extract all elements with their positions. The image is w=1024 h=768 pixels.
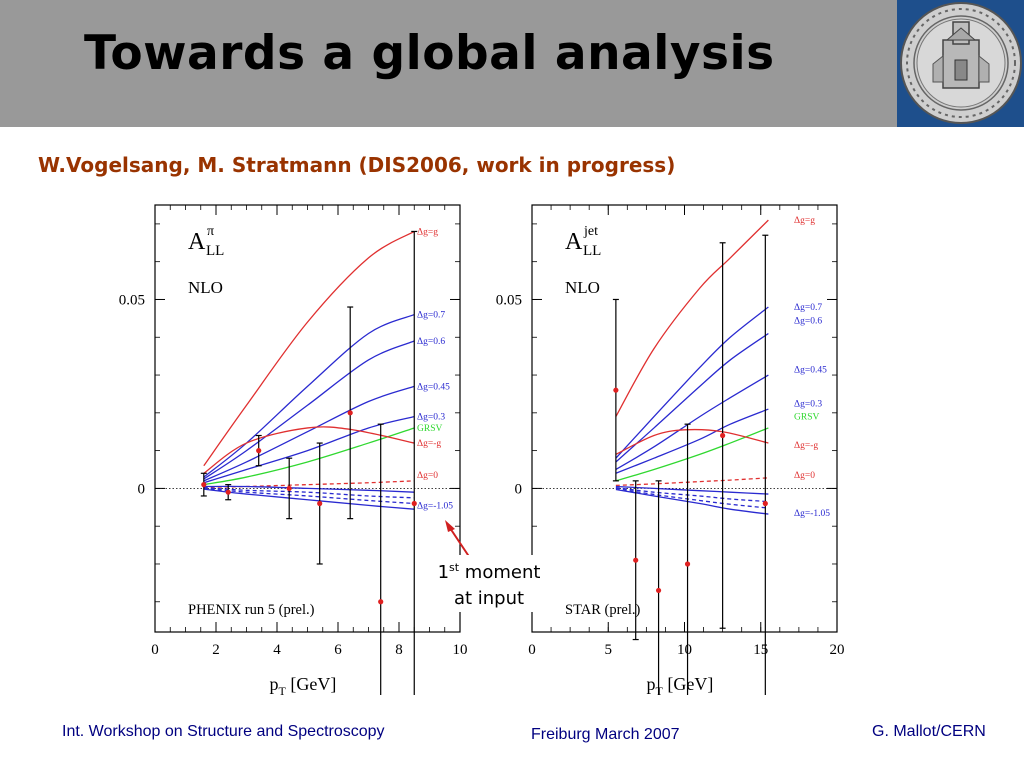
c0-series-line-1 (203, 313, 415, 478)
c1-series-line-5 (615, 427, 769, 482)
c1-series-line-9 (615, 487, 769, 503)
slide-title: Towards a global analysis (84, 26, 775, 81)
c0-data-point-5 (347, 410, 353, 416)
annotation-ordinal: st (449, 561, 460, 574)
c1-plot-frame (531, 204, 838, 633)
c1-observable-label: A (565, 229, 583, 255)
c0-series-label-8: Δg=-1.05 (417, 501, 453, 511)
c1-data-point-3 (684, 561, 691, 567)
c0-observable-sup: π (207, 224, 214, 239)
annotation-word: moment (459, 562, 541, 583)
c1-series-line-2 (615, 332, 769, 463)
c0-ytick-label-0: 0 (138, 481, 146, 497)
c0-series-line-11 (203, 488, 415, 510)
c0-data-point-4 (317, 500, 323, 507)
c1-series-label-7: Δg=0 (794, 471, 815, 481)
c1-series-line-1 (615, 306, 769, 459)
c1-xtick-label-2: 10 (677, 642, 692, 658)
c1-series-label-2: Δg=0.6 (794, 316, 822, 326)
c0-ytick-label-1: 0.05 (119, 292, 145, 308)
first-moment-annotation: 1st moment at input (424, 555, 554, 612)
c0-observable-label: A (188, 229, 206, 255)
c1-data-point-4 (720, 432, 726, 439)
c1-series-label-8: Δg=-1.05 (794, 509, 830, 519)
c1-xtick-label-0: 0 (528, 642, 536, 658)
c0-series-line-5 (203, 427, 415, 486)
c0-series-line-0 (203, 230, 415, 467)
c1-series-line-10 (615, 487, 769, 509)
phenix-pion-all-chart: 0 2 4 6 8 10 0 0.05 Δg=g Δg=0.7 Δg=0.6 Δg=0.45 Δg=0.… (119, 204, 468, 695)
footer-author: G. Mallot/CERN (872, 723, 986, 740)
c0-series-label-1: Δg=0.7 (417, 311, 445, 321)
c1-series-line-6 (615, 428, 769, 455)
c0-series-label-2: Δg=0.6 (417, 337, 445, 347)
c1-series-label-1: Δg=0.7 (794, 303, 822, 313)
c1-series-line-3 (615, 374, 769, 471)
c1-ytick-label-1: 0.05 (496, 292, 522, 308)
c1-data-point-5 (762, 500, 768, 507)
c0-observable-sub: LL (206, 243, 224, 259)
c1-series-line-7 (615, 477, 769, 487)
c0-data-point-2 (256, 448, 262, 454)
c1-series-line-4 (615, 408, 769, 474)
c0-data-point-6 (378, 599, 384, 605)
c0-xtick-label-5: 10 (453, 642, 468, 658)
c1-xtick-label-3: 15 (753, 642, 768, 658)
c0-series-label-4: Δg=0.3 (417, 413, 445, 423)
c0-order-label: NLO (188, 278, 223, 297)
c1-experiment-label: STAR (prel.) (565, 602, 641, 618)
c0-series-line-6 (203, 426, 415, 474)
title-bar (0, 0, 1024, 127)
c1-ytick-label-0: 0 (515, 481, 523, 497)
university-seal-icon (897, 0, 1024, 127)
c0-xtick-label-4: 8 (395, 642, 403, 658)
c1-series-line-0 (615, 219, 769, 417)
c1-series-label-3: Δg=0.45 (794, 365, 827, 375)
c1-series-line-8 (615, 485, 769, 495)
annotation-line2: at input (453, 588, 525, 609)
c0-data-point-7 (411, 500, 417, 507)
c0-series-label-0: Δg=g (417, 227, 438, 237)
c0-series-line-2 (203, 340, 415, 480)
c0-series-line-8 (203, 485, 415, 493)
c1-observable-sup: jet (583, 224, 598, 239)
c0-xtick-label-1: 2 (212, 642, 220, 658)
c0-series-label-7: Δg=0 (417, 471, 438, 481)
c0-xtick-label-0: 0 (151, 642, 159, 658)
c0-data-point-1 (225, 489, 231, 495)
subtitle: W.Vogelsang, M. Stratmann (DIS2006, work… (38, 153, 676, 177)
c1-series-label-4: Δg=0.3 (794, 399, 822, 409)
footer-date: Freiburg March 2007 (531, 726, 680, 743)
c1-observable-sub: LL (583, 243, 601, 259)
c1-data-point-1 (633, 557, 639, 563)
annotation-number: 1 (437, 562, 450, 583)
c1-x-axis-label: pT [GeV] (647, 674, 714, 695)
c1-order-label: NLO (565, 278, 600, 297)
c1-series-line-11 (615, 488, 769, 515)
c0-x-axis-label: pT [GeV] (270, 674, 337, 695)
c1-series-label-5: GRSV (794, 413, 819, 423)
c0-series-line-3 (203, 385, 415, 482)
c0-data-point-3 (286, 485, 292, 492)
c0-series-label-6: Δg=-g (417, 439, 441, 449)
c1-data-point-2 (655, 587, 662, 594)
c1-xtick-label-1: 5 (605, 642, 613, 658)
c1-series-label-0: Δg=g (794, 216, 815, 226)
c0-xtick-label-2: 4 (273, 642, 281, 658)
c0-experiment-label: PHENIX run 5 (prel.) (188, 602, 315, 618)
footer-workshop: Int. Workshop on Structure and Spectrosc… (62, 723, 385, 740)
c0-series-label-3: Δg=0.45 (417, 382, 450, 392)
c1-data-point-0 (613, 387, 619, 393)
c0-xtick-label-3: 6 (334, 642, 342, 658)
c0-series-label-5: GRSV (417, 424, 442, 434)
c1-series-label-6: Δg=-g (794, 441, 818, 451)
star-jet-all-chart: 0 5 10 15 20 0 0.05 Δg=g Δg=0.7 Δg=0.6 Δg=0.45 Δg=0… (496, 204, 845, 695)
c0-data-point-0 (201, 482, 207, 488)
c1-xtick-label-4: 20 (830, 642, 845, 658)
